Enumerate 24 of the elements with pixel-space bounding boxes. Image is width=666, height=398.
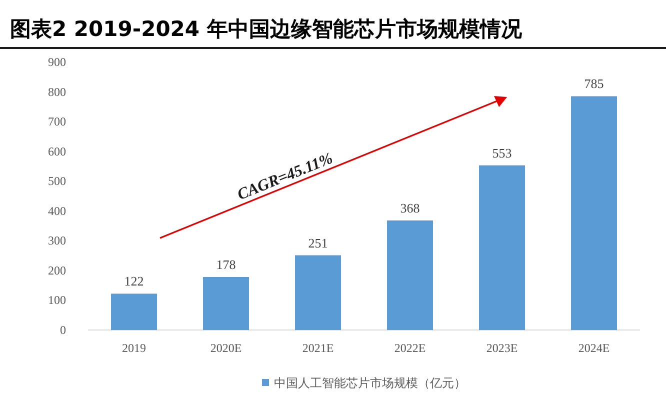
y-tick-label: 900	[48, 55, 66, 69]
x-tick-label: 2020E	[210, 341, 242, 355]
data-label: 368	[400, 200, 420, 216]
data-label: 178	[216, 256, 236, 272]
y-tick-label: 800	[48, 84, 66, 99]
y-tick-label: 400	[48, 204, 66, 218]
data-label: 251	[308, 235, 328, 250]
y-tick-label: 0	[60, 323, 66, 337]
chart-title: 图表2 2019-2024 年中国边缘智能芯片市场规模情况	[10, 17, 523, 41]
legend-label: 中国人工智能芯片市场规模（亿元）	[274, 376, 466, 390]
y-tick-label: 500	[48, 174, 66, 188]
data-label: 785	[584, 76, 604, 92]
y-tick-label: 600	[48, 144, 66, 158]
y-tick-label: 300	[48, 234, 66, 248]
y-tick-label: 100	[48, 293, 66, 308]
x-tick-label: 2023E	[486, 341, 518, 355]
x-tick-label: 2024E	[578, 341, 610, 355]
x-tick-label: 2021E	[302, 341, 334, 355]
data-label: 553	[492, 145, 512, 160]
x-tick-label: 2022E	[394, 341, 426, 355]
y-tick-label: 200	[48, 263, 66, 278]
data-label: 122	[124, 274, 144, 289]
x-tick-label: 2019	[122, 341, 146, 355]
y-tick-label: 700	[48, 114, 66, 129]
